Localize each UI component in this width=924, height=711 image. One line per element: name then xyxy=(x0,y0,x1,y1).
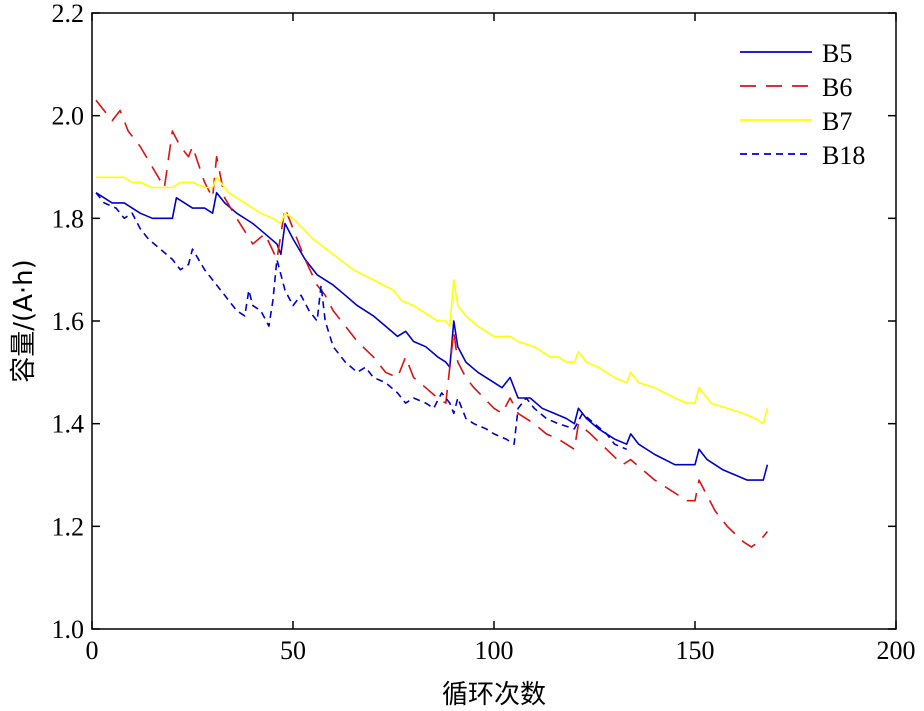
legend-label-b5: B5 xyxy=(822,39,852,68)
y-tick-label: 2.0 xyxy=(52,102,85,131)
x-tick-label: 100 xyxy=(475,636,514,665)
y-tick-label: 1.4 xyxy=(52,410,85,439)
plot-frame xyxy=(91,12,897,630)
series-layer xyxy=(95,99,769,548)
x-tick-label: 200 xyxy=(877,636,916,665)
x-tick-label: 0 xyxy=(86,636,99,665)
x-tick-label: 150 xyxy=(676,636,715,665)
series-line-b5 xyxy=(95,191,769,481)
legend: B5 B6 B7 B18 xyxy=(740,39,865,170)
series-line-b7 xyxy=(96,176,769,425)
x-axis-ticks: 0 50 100 150 200 xyxy=(86,13,916,665)
series-line-b18 xyxy=(95,192,628,451)
series-line-b6 xyxy=(95,99,769,548)
legend-label-b6: B6 xyxy=(822,73,852,102)
y-axis-ticks: 1.0 1.2 1.4 1.6 1.8 2.0 2.2 xyxy=(52,0,896,644)
x-axis-label: 循环次数 xyxy=(442,680,546,710)
legend-label-b7: B7 xyxy=(822,107,852,136)
y-tick-label: 2.2 xyxy=(52,0,85,28)
y-tick-label: 1.6 xyxy=(52,307,85,336)
y-tick-label: 1.0 xyxy=(52,615,85,644)
y-tick-label: 1.8 xyxy=(52,204,85,233)
y-axis-label: 容量/(A·h) xyxy=(9,259,39,383)
x-tick-label: 50 xyxy=(280,636,306,665)
y-tick-label: 1.2 xyxy=(52,512,85,541)
legend-label-b18: B18 xyxy=(822,141,865,170)
